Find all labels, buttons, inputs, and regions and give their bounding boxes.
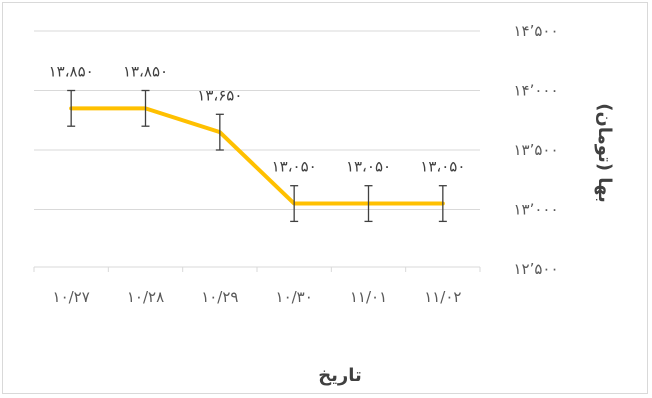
data-label: ۱۳،۸۵۰ — [123, 63, 168, 81]
gridlines — [34, 30, 480, 210]
x-tick-label: ۱۰/۲۸ — [127, 288, 164, 306]
data-label: ۱۳،۰۵۰ — [420, 158, 465, 176]
error-bar — [141, 89, 150, 127]
y-tick-label: ۱۳٬۵۰۰ — [513, 141, 558, 159]
chart-frame: ۱۳،۸۵۰ ۱۳،۸۵۰ ۱۳،۶۵۰ ۱۳،۰۵۰ ۱۳،۰۵۰ ۱۳،۰۵۰ ۱۲٬… — [2, 2, 648, 394]
error-bar — [438, 185, 447, 223]
error-bars — [67, 89, 447, 223]
error-bar — [290, 185, 299, 223]
data-label: ۱۳،۸۵۰ — [49, 63, 94, 81]
y-tick-label: ۱۴٬۵۰۰ — [513, 22, 558, 40]
y-tick-label: ۱۳٬۰۰۰ — [513, 201, 558, 219]
x-tick-label: ۱۱/۰۲ — [424, 288, 461, 306]
series-line — [69, 106, 445, 206]
error-bar — [215, 113, 224, 151]
data-labels: ۱۳،۸۵۰ ۱۳،۸۵۰ ۱۳،۶۵۰ ۱۳،۰۵۰ ۱۳،۰۵۰ ۱۳،۰۵۰ — [49, 63, 466, 176]
data-label: ۱۳،۰۵۰ — [346, 158, 391, 176]
line-chart: ۱۳،۸۵۰ ۱۳،۸۵۰ ۱۳،۶۵۰ ۱۳،۰۵۰ ۱۳،۰۵۰ ۱۳،۰۵۰ ۱۲٬… — [33, 22, 615, 386]
y-tick-label: ۱۴٬۰۰۰ — [513, 82, 558, 100]
error-bar — [364, 185, 373, 223]
x-tick-labels: ۱۰/۲۷ ۱۰/۲۸ ۱۰/۲۹ ۱۰/۳۰ ۱۱/۰۱ ۱۱/۰۲ — [53, 288, 462, 306]
series — [69, 106, 445, 206]
y-axis-title: بها (تومان) — [594, 103, 615, 202]
x-tick-label: ۱۰/۲۹ — [201, 288, 238, 306]
y-tick-label: ۱۲٬۵۰۰ — [513, 260, 558, 278]
x-axis — [33, 266, 481, 272]
error-bar — [67, 89, 76, 127]
y-tick-labels: ۱۲٬۵۰۰ ۱۳٬۰۰۰ ۱۳٬۵۰۰ ۱۴٬۰۰۰ ۱۴٬۵۰۰ — [513, 22, 558, 278]
x-axis-title: تاریخ — [318, 365, 362, 386]
data-label: ۱۳،۶۵۰ — [197, 86, 242, 104]
data-label: ۱۳،۰۵۰ — [272, 158, 317, 176]
x-tick-label: ۱۱/۰۱ — [350, 288, 387, 306]
x-tick-label: ۱۰/۲۷ — [53, 288, 90, 306]
x-tick-label: ۱۰/۳۰ — [276, 288, 313, 306]
